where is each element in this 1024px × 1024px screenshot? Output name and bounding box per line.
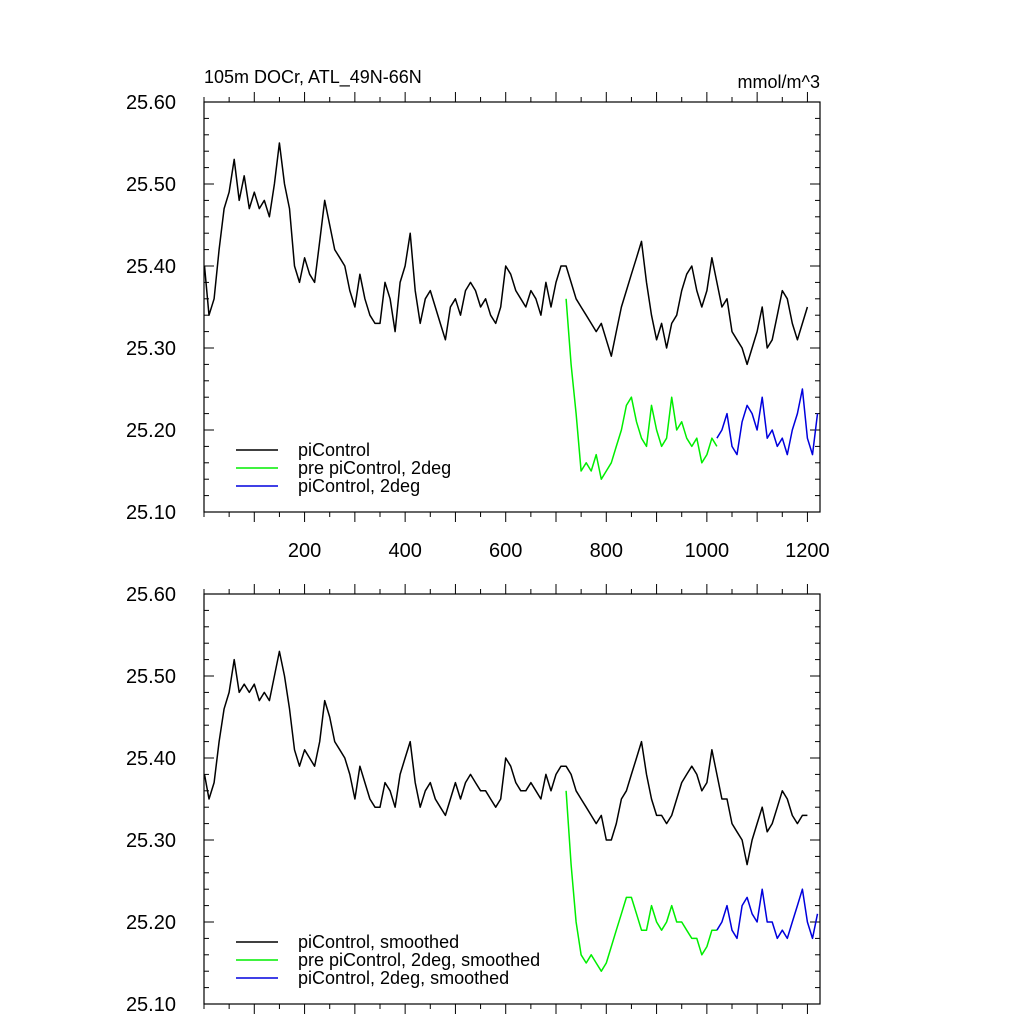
- bottom-y-tick-label: 25.50: [126, 666, 176, 688]
- bottom-legend-label: piControl, 2deg, smoothed: [298, 968, 509, 988]
- top-y-tick-label: 25.10: [126, 502, 176, 524]
- top-x-tick-label: 800: [590, 540, 623, 562]
- bottom-y-tick-label: 25.20: [126, 912, 176, 934]
- top-x-tick-label: 1200: [785, 540, 830, 562]
- top-plot-frame: [203, 101, 821, 513]
- bottom-y-tick-label: 25.60: [126, 584, 176, 606]
- bottom-series-line-1: [203, 650, 808, 866]
- top-y-tick-label: 25.40: [126, 256, 176, 278]
- bottom-legend-label: pre piControl, 2deg, smoothed: [298, 950, 540, 970]
- top-x-tick-label: 600: [489, 540, 522, 562]
- bottom-plot-frame: [203, 593, 821, 1005]
- top-series-line-1: [203, 142, 809, 366]
- top-legend-label: piControl, 2deg: [298, 476, 420, 496]
- top-series-line-2: [565, 298, 718, 480]
- top-panel: 25.10 25.20 25.30 25.40 25.50 25.60 200 400 600 8…: [126, 92, 830, 562]
- top-x-tick-label: 200: [288, 540, 321, 562]
- top-x-tick-label: 400: [388, 540, 421, 562]
- top-legend-label: piControl: [298, 440, 370, 460]
- bottom-y-tick-label: 25.10: [126, 994, 176, 1016]
- top-x-tick-label: 1000: [685, 540, 730, 562]
- top-y-tick-label: 25.50: [126, 174, 176, 196]
- chart-title: 105m DOCr, ATL_49N-66N: [204, 67, 422, 88]
- bottom-series-line-3: [716, 888, 819, 940]
- top-y-tick-label: 25.60: [126, 92, 176, 114]
- bottom-panel: 25.10 25.20 25.30 25.40 25.50 25.60 piControl,…: [126, 584, 821, 1016]
- bottom-y-tick-label: 25.40: [126, 748, 176, 770]
- bottom-series-line-2: [565, 790, 717, 972]
- units-label: mmol/m^3: [738, 72, 820, 92]
- bottom-y-tick-label: 25.30: [126, 830, 176, 852]
- top-legend-label: pre piControl, 2deg: [298, 458, 451, 478]
- bottom-legend-label: piControl, smoothed: [298, 932, 459, 952]
- top-y-tick-label: 25.30: [126, 338, 176, 360]
- top-y-tick-label: 25.20: [126, 420, 176, 442]
- top-series-line-3: [716, 388, 819, 456]
